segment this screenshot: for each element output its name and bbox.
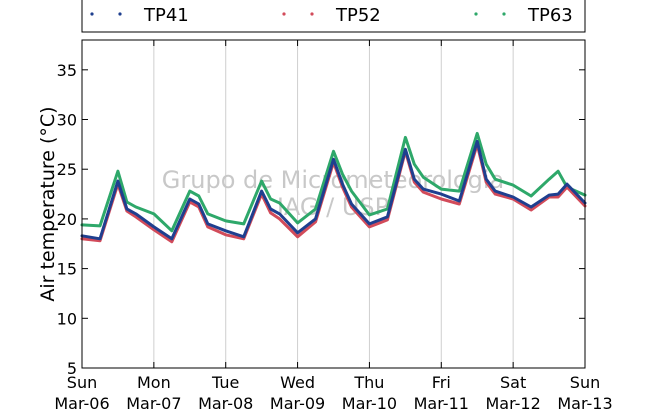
legend-marker-tp63 bbox=[474, 12, 478, 16]
y-tick-label: 5 bbox=[67, 359, 77, 378]
legend-box bbox=[81, 0, 586, 33]
series-line-tp63 bbox=[80, 131, 587, 233]
x-tick-label-day: Sun bbox=[570, 373, 600, 392]
y-tick-label: 30 bbox=[57, 111, 77, 130]
legend-marker-tp52 bbox=[282, 12, 286, 16]
y-tick-label: 15 bbox=[57, 260, 77, 279]
x-tick-label-date: Mar-08 bbox=[198, 394, 253, 409]
plot-frame bbox=[81, 39, 586, 369]
x-tick-label-day: Sun bbox=[67, 373, 97, 392]
x-axis-ticks: Sun Mar-06 Mon Mar-07 Tue Mar-08 Wed Mar-09 Thu M… bbox=[54, 40, 613, 409]
x-tick-label-date: Mar-07 bbox=[126, 394, 181, 409]
legend-marker-tp63 bbox=[502, 12, 506, 16]
legend-marker-tp41 bbox=[90, 12, 94, 16]
x-tick-label-day: Sat bbox=[500, 373, 526, 392]
legend: TP41 TP52 TP63 bbox=[81, 0, 586, 33]
series-line-tp41 bbox=[80, 139, 587, 241]
y-tick-label: 10 bbox=[57, 309, 77, 328]
y-tick-label: 25 bbox=[57, 160, 77, 179]
legend-label-tp52: TP52 bbox=[335, 5, 381, 26]
x-tick-label-date: Mar-10 bbox=[342, 394, 397, 409]
y-tick-label: 20 bbox=[57, 210, 77, 229]
x-tick-label-date: Mar-13 bbox=[557, 394, 612, 409]
legend-label-tp41: TP41 bbox=[143, 5, 189, 26]
x-tick-label-date: Mar-06 bbox=[54, 394, 109, 409]
x-tick-label-date: Mar-11 bbox=[414, 394, 469, 409]
x-tick-label-date: Mar-12 bbox=[485, 394, 540, 409]
y-axis-title: Air temperature (°C) bbox=[37, 106, 59, 301]
series-layer bbox=[80, 131, 587, 244]
legend-label-tp63: TP63 bbox=[527, 5, 573, 26]
x-tick-label-day: Thu bbox=[353, 373, 384, 392]
legend-marker-tp41 bbox=[118, 12, 122, 16]
y-tick-label: 35 bbox=[57, 61, 77, 80]
y-axis-ticks: 5 10 15 20 25 30 35 bbox=[57, 61, 585, 378]
vertical-grid bbox=[153, 40, 514, 368]
x-tick-label-date: Mar-09 bbox=[270, 394, 325, 409]
x-tick-label-day: Mon bbox=[137, 373, 171, 392]
x-tick-label-day: Wed bbox=[280, 373, 315, 392]
legend-marker-tp52 bbox=[310, 12, 314, 16]
x-tick-label-day: Fri bbox=[432, 373, 451, 392]
watermark-line-2: IAG / USP bbox=[277, 193, 389, 221]
x-tick-label-day: Tue bbox=[211, 373, 239, 392]
